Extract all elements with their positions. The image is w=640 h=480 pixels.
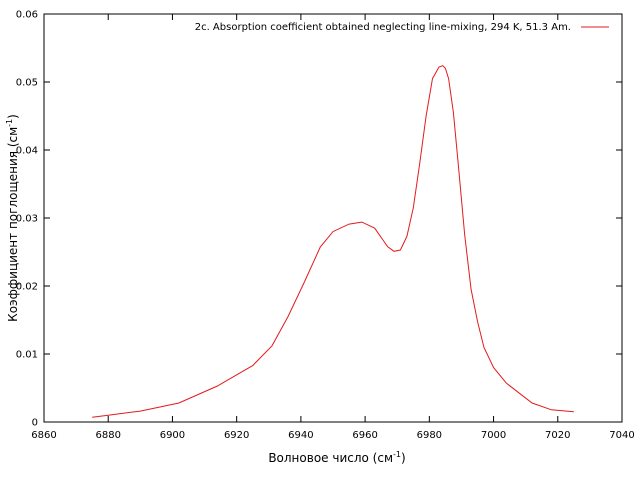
x-tick-label: 6960: [352, 430, 377, 441]
y-axis-label-sup: -1: [5, 119, 14, 127]
x-axis-label-end: ): [401, 451, 406, 465]
y-axis-label: Коэффициент поглощения (см-1): [5, 114, 20, 322]
legend: 2c. Absorption coefficient obtained negl…: [195, 22, 609, 33]
y-tick-label: 0: [32, 418, 38, 429]
series-layer: [92, 65, 574, 418]
x-tick-label: 7040: [609, 430, 634, 441]
x-tick-label: 6860: [31, 430, 56, 441]
x-axis-label-main: Волновое число (см: [268, 451, 393, 465]
y-tick-label: 0.01: [16, 350, 38, 361]
y-tick-label: 0.06: [16, 10, 38, 21]
series-line: [92, 65, 574, 418]
x-axis-label-sup: -1: [393, 450, 401, 459]
axis-tick-labels: 6860 6880 6900 6920 6940 6960 6980 7000 7020 7040…: [16, 10, 635, 442]
x-tick-label: 6980: [417, 430, 442, 441]
x-tick-label: 6920: [224, 430, 249, 441]
plot-frame: [43, 13, 623, 423]
x-tick-label: 6940: [288, 430, 313, 441]
y-tick-label: 0.05: [16, 78, 38, 89]
x-tick-label: 6880: [95, 430, 120, 441]
x-axis-label: Волновое число (см-1): [268, 450, 405, 465]
x-tick-label: 6900: [160, 430, 185, 441]
x-tick-label: 7000: [481, 430, 506, 441]
y-axis-label-end: ): [6, 114, 20, 119]
y-tick-label: 0.03: [16, 214, 38, 225]
y-tick-label: 0.04: [16, 146, 38, 157]
y-tick-label: 0.02: [16, 282, 38, 293]
legend-label: 2c. Absorption coefficient obtained negl…: [195, 22, 571, 33]
x-tick-label: 7020: [545, 430, 570, 441]
axis-ticks: [43, 13, 623, 423]
y-axis-label-main: Коэффициент поглощения (см: [6, 127, 20, 322]
